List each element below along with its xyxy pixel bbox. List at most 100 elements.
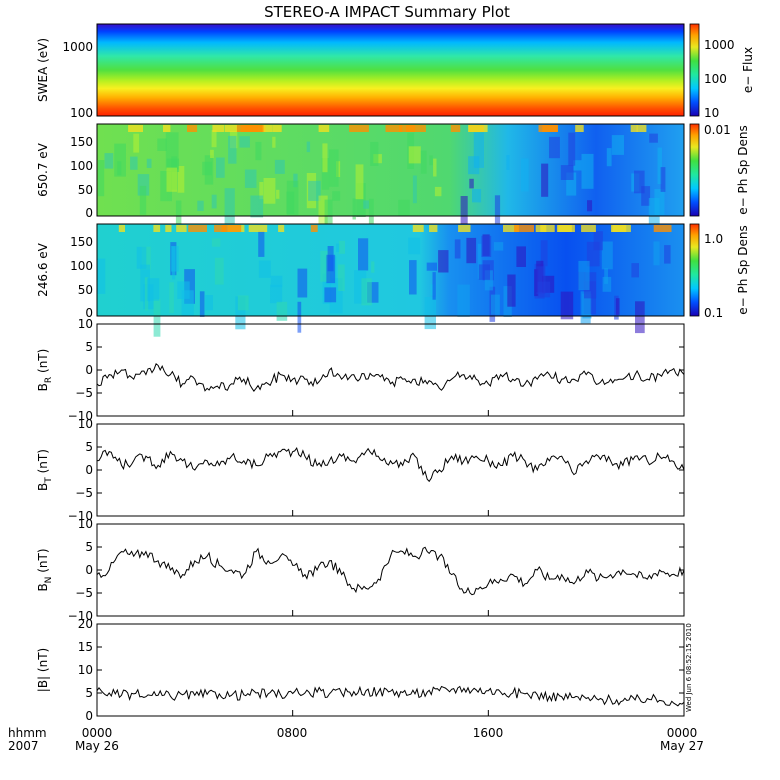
spectrogram-cell: [560, 165, 574, 180]
xtick-0800: 0800: [277, 726, 308, 740]
spectrogram-cell: [175, 200, 182, 225]
pa246-colorbar: [689, 223, 700, 317]
spectrogram-cell: [356, 183, 366, 217]
spectrogram-cell: [130, 156, 138, 170]
spectrogram-cell: [144, 277, 149, 311]
spectrogram-cell: [118, 225, 125, 232]
spectrogram-cell: [172, 246, 176, 280]
spectrogram-cell: [321, 158, 330, 190]
spectrogram-cell: [270, 275, 283, 288]
ytick-label: −5: [75, 586, 93, 600]
spectrogram-cell: [248, 225, 268, 232]
ytick-label: 10: [78, 317, 93, 331]
spectrogram-cell: [541, 163, 549, 197]
spectrogram-cell: [363, 200, 370, 209]
spectrogram-cell: [336, 243, 340, 252]
spectrogram-cell: [549, 136, 560, 159]
panel-ylabel: BT (nT): [36, 449, 54, 491]
spectrogram-cell: [409, 260, 417, 295]
swea-ylabel: SWEA (eV): [36, 38, 50, 102]
spectrogram-cell: [237, 295, 249, 311]
spectrogram-cell: [494, 195, 501, 232]
spectrogram-cell: [580, 291, 591, 324]
spectrogram-cell: [199, 291, 205, 317]
spectrogram-cell: [420, 150, 427, 174]
spectrogram-cell: [581, 225, 596, 232]
spectrogram-cell: [634, 170, 645, 194]
ytick-label: 20: [78, 617, 93, 631]
x-date-end: May 27: [660, 739, 704, 753]
spectrogram-cell: [542, 125, 558, 132]
spectrogram-cell: [611, 135, 624, 155]
pa246-cbar-label: e− Ph Sp Dens: [736, 225, 750, 314]
pa650-spectrogram-panel: 650.7 eV 150 100 50 0 0.01 e− Ph Sp Dens: [36, 123, 750, 235]
pa650-ytick-150: 150: [70, 135, 93, 149]
spectrogram-cell: [278, 225, 285, 232]
series-line: [96, 685, 685, 707]
spectrogram-cell: [245, 125, 264, 132]
spectrogram-cell: [406, 125, 426, 132]
spectrogram-cell: [188, 225, 207, 232]
panel-br: 10 5 0 −5 −10 BR (nT): [36, 317, 685, 423]
spectrogram-cell: [153, 298, 161, 337]
spectrogram-cell: [593, 231, 603, 251]
spectrogram-cell: [630, 125, 638, 132]
pa246-ylabel: 246.6 eV: [36, 242, 50, 297]
spectrogram-cell: [653, 241, 660, 266]
spectrogram-cell: [286, 180, 299, 215]
pa650-frame: [96, 123, 685, 217]
ytick-label: 0: [85, 463, 93, 477]
pa246-cbar-tick-1: 1.0: [704, 232, 723, 246]
spectrogram-cell: [98, 160, 105, 197]
spectrogram-cell: [160, 171, 172, 202]
spectrogram-cell: [104, 153, 114, 169]
spectrogram-cell: [516, 246, 526, 267]
pa650-cbar-tick: 0.01: [704, 123, 731, 137]
spectrogram-cell: [308, 180, 321, 201]
pa650-spectrogram-image: [97, 124, 684, 216]
ytick-label: 10: [78, 517, 93, 531]
spectrogram-cell: [536, 266, 546, 294]
spectrogram-cell: [358, 238, 369, 271]
spectrogram-cell: [468, 156, 480, 175]
spectrogram-cell: [324, 287, 337, 303]
spectrogram-cell: [197, 200, 204, 211]
ytick-label: 0: [85, 563, 93, 577]
spectrogram-cell: [458, 225, 471, 232]
spectrogram-cell: [133, 133, 140, 153]
spectrogram-cell: [326, 254, 336, 284]
series-line: [96, 446, 685, 483]
spectrogram-cell: [493, 242, 504, 251]
swea-spectrogram-image: [97, 24, 684, 116]
plot-title: STEREO-A IMPACT Summary Plot: [264, 3, 510, 21]
spectrogram-cell: [157, 138, 167, 151]
spectrogram-cell: [560, 291, 574, 320]
panel-ylabel: BR (nT): [36, 349, 54, 392]
spectrogram-cell: [635, 301, 645, 334]
spectrogram-cell: [258, 230, 265, 257]
spectrogram-cell: [468, 125, 488, 132]
magnetic-field-panels: 10 5 0 −5 −10 BR (nT) 10 5 0 −5 −10 BT (nT) 10 5 0 −5 −1…: [36, 317, 685, 723]
spectrogram-cell: [426, 262, 437, 271]
spectrogram-cell: [214, 257, 224, 285]
pa246-cbar-tick-01: 0.1: [704, 306, 723, 320]
spectrogram-cell: [368, 198, 374, 235]
spectrogram-cell: [255, 141, 262, 161]
spectrogram-cell: [490, 294, 500, 315]
spectrogram-cell: [631, 263, 639, 278]
spectrogram-cell: [601, 241, 613, 270]
spectrogram-cell: [202, 161, 212, 176]
ytick-label: 0: [85, 709, 93, 723]
spectrogram-cell: [507, 274, 516, 307]
year-label: 2007: [8, 739, 39, 753]
spectrogram-cell: [272, 136, 276, 148]
spectrogram-cell: [432, 272, 436, 300]
spectrogram-cell: [473, 132, 484, 168]
spectrogram-cell: [454, 239, 461, 259]
spectrogram-cell: [293, 173, 298, 188]
spectrogram-cell: [575, 125, 584, 132]
generation-stamp: Wed Jun 6 08:52:15 2010: [685, 623, 693, 712]
spectrogram-cell: [320, 250, 331, 282]
swea-colorbar: [689, 23, 700, 117]
pa246-ytick-100: 100: [70, 259, 93, 273]
